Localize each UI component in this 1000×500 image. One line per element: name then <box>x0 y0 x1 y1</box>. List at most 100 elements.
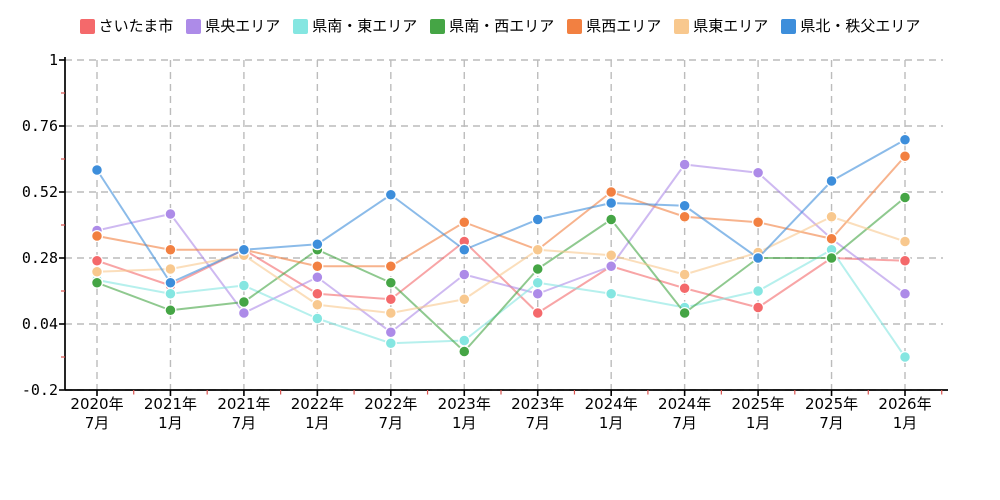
data-point-marker[interactable] <box>90 229 104 243</box>
data-point-marker[interactable] <box>311 287 324 300</box>
data-point-marker[interactable] <box>384 306 397 320</box>
data-point-marker[interactable] <box>605 287 618 300</box>
legend-label: さいたま市 <box>98 17 174 35</box>
x-tick-label: 2023年 <box>438 395 491 413</box>
legend-item-0[interactable]: さいたま市 <box>79 17 174 35</box>
data-point-marker[interactable] <box>384 188 397 201</box>
data-point-marker[interactable] <box>164 243 177 256</box>
data-point-marker[interactable] <box>90 265 104 278</box>
data-point-marker[interactable] <box>458 345 471 358</box>
data-point-marker[interactable] <box>458 216 471 229</box>
data-point-marker[interactable] <box>458 334 471 347</box>
data-point-marker[interactable] <box>164 207 177 221</box>
data-point-marker[interactable] <box>678 282 691 295</box>
data-point-marker[interactable] <box>531 276 544 289</box>
data-point-marker[interactable] <box>90 276 104 289</box>
x-tick-label: 2025年 <box>805 395 858 413</box>
data-point-marker[interactable] <box>752 251 765 265</box>
data-point-marker[interactable] <box>531 262 544 276</box>
x-tick-label: 1月 <box>599 414 624 432</box>
data-point-marker[interactable] <box>384 337 397 350</box>
data-point-marker[interactable] <box>825 251 838 265</box>
data-point-marker[interactable] <box>531 306 544 320</box>
data-point-marker[interactable] <box>90 163 104 177</box>
data-point-marker[interactable] <box>237 295 250 309</box>
x-tick-label: 2020年 <box>70 395 123 413</box>
data-point-marker[interactable] <box>458 268 471 281</box>
data-point-marker[interactable] <box>90 254 104 267</box>
legend-swatch-icon <box>430 19 446 34</box>
data-point-marker[interactable] <box>898 254 912 267</box>
data-point-marker[interactable] <box>898 235 912 248</box>
x-tick-label: 2026年 <box>878 395 931 413</box>
y-tick-label: 0.28 <box>22 249 58 267</box>
data-point-marker[interactable] <box>678 210 691 223</box>
x-tick-label: 7月 <box>379 414 404 432</box>
data-point-marker[interactable] <box>678 306 691 320</box>
data-point-marker[interactable] <box>311 260 324 273</box>
x-tick-label: 2025年 <box>731 395 784 413</box>
data-point-marker[interactable] <box>752 301 765 314</box>
legend-swatch-icon <box>293 19 309 34</box>
data-point-marker[interactable] <box>898 350 912 364</box>
data-point-marker[interactable] <box>164 262 177 276</box>
data-point-marker[interactable] <box>531 213 544 226</box>
legend-item-4[interactable]: 県西エリア <box>567 19 661 34</box>
x-tick-label: 1月 <box>746 414 771 432</box>
legend-item-3[interactable]: 県南・西エリア <box>430 19 554 34</box>
legend-item-5[interactable]: 県東エリア <box>674 19 768 34</box>
data-point-marker[interactable] <box>531 287 544 300</box>
data-point-marker[interactable] <box>458 243 471 256</box>
data-point-marker[interactable] <box>752 284 765 298</box>
series-line <box>96 138 906 284</box>
data-point-marker[interactable] <box>384 260 397 273</box>
data-point-marker[interactable] <box>164 287 177 300</box>
data-point-marker[interactable] <box>605 260 618 273</box>
data-point-marker[interactable] <box>605 196 618 210</box>
x-tick-label: 2021年 <box>144 395 197 413</box>
data-point-marker[interactable] <box>237 279 250 292</box>
legend-label: 県南・西エリア <box>449 17 555 35</box>
data-point-marker[interactable] <box>237 243 250 256</box>
series-line <box>96 248 906 358</box>
y-tick-label: -0.2 <box>22 381 58 399</box>
data-point-marker[interactable] <box>311 298 324 311</box>
legend-label: 県央エリア <box>205 17 281 35</box>
x-tick-label: 1月 <box>305 414 330 432</box>
data-point-marker[interactable] <box>898 150 912 163</box>
data-point-marker[interactable] <box>531 243 544 256</box>
legend-item-1[interactable]: 県央エリア <box>186 19 280 34</box>
data-point-marker[interactable] <box>678 158 691 171</box>
series-line <box>96 155 906 268</box>
legend-swatch-icon <box>79 19 95 34</box>
data-point-marker[interactable] <box>605 249 618 262</box>
data-point-marker[interactable] <box>825 210 838 223</box>
data-point-marker[interactable] <box>898 133 912 146</box>
data-point-marker[interactable] <box>311 312 324 325</box>
data-point-marker[interactable] <box>605 213 618 226</box>
series-4 <box>90 150 912 273</box>
data-point-marker[interactable] <box>458 293 471 306</box>
data-point-marker[interactable] <box>825 174 838 188</box>
legend-item-6[interactable]: 県北・秩父エリア <box>781 19 920 34</box>
data-point-marker[interactable] <box>384 276 397 289</box>
data-point-marker[interactable] <box>164 304 177 317</box>
data-point-marker[interactable] <box>384 293 397 306</box>
legend-item-2[interactable]: 県南・東エリア <box>293 19 417 34</box>
data-point-marker[interactable] <box>752 216 765 229</box>
data-point-marker[interactable] <box>678 268 691 281</box>
data-point-marker[interactable] <box>311 271 324 284</box>
data-point-marker[interactable] <box>311 238 324 251</box>
data-point-marker[interactable] <box>384 326 397 339</box>
x-tick-label: 2022年 <box>291 395 344 413</box>
data-point-marker[interactable] <box>237 306 250 320</box>
data-point-marker[interactable] <box>678 199 691 212</box>
data-point-marker[interactable] <box>605 185 618 199</box>
data-point-marker[interactable] <box>898 191 912 204</box>
data-point-marker[interactable] <box>164 276 177 289</box>
x-tick-label: 2023年 <box>511 395 564 413</box>
data-point-marker[interactable] <box>752 166 765 179</box>
data-point-marker[interactable] <box>825 232 838 245</box>
data-point-marker[interactable] <box>898 287 912 300</box>
